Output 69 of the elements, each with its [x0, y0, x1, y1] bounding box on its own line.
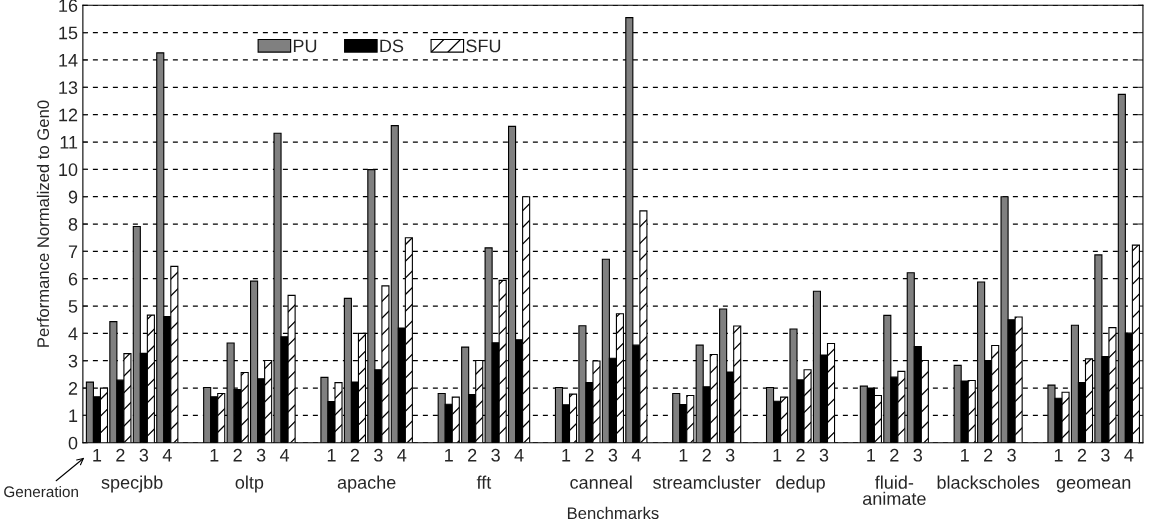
legend-label: SFU [466, 39, 501, 53]
y-tick-label: 13 [59, 81, 78, 95]
x-tick-label: 2 [116, 448, 125, 462]
x-tick-label: 4 [162, 448, 172, 462]
x-tick-label: 1 [961, 448, 969, 462]
x-tick-label: 3 [608, 448, 618, 462]
y-tick-label: 11 [60, 136, 78, 149]
x-tick-label: 4 [514, 448, 524, 462]
x-tick-label: 2 [233, 448, 242, 462]
text: Generation [4, 485, 78, 498]
x-tick-label: 4 [279, 448, 290, 462]
text: fft [476, 475, 492, 489]
y-tick-label: 16 [59, 0, 78, 13]
y-tick-label: 8 [68, 217, 78, 231]
y-tick-label: 15 [59, 26, 78, 40]
x-axis-title: Benchmarks [567, 506, 659, 520]
y-tick-label: 2 [68, 382, 78, 395]
x-tick-label: 1 [210, 448, 219, 462]
x-tick-label: 2 [702, 448, 711, 462]
x-tick-label: 3 [819, 448, 829, 462]
x-tick-label: 1 [867, 448, 876, 462]
x-tick-label: 3 [725, 448, 735, 462]
x-tick-label: 4 [1124, 448, 1134, 462]
y-tick-label: 3 [68, 354, 78, 368]
x-tick-label: 1 [679, 448, 688, 462]
x-tick-label: 3 [1007, 448, 1016, 462]
x-tick-label: 3 [913, 448, 923, 462]
text: apache [337, 475, 396, 493]
x-tick-label: 1 [445, 448, 453, 462]
x-tick-label: 1 [773, 448, 782, 462]
y-tick-label: 0 [68, 436, 78, 450]
x-tick-label: 2 [890, 448, 899, 462]
x-tick-label: 1 [562, 448, 571, 462]
text: specjbb [101, 475, 163, 493]
x-tick-label: 2 [585, 448, 594, 462]
y-tick-label: 1 [69, 409, 78, 422]
x-tick-label: 3 [374, 448, 383, 462]
y-tick-label: 4 [68, 327, 78, 340]
legend-label: DS [380, 39, 404, 53]
y-tick-label: 10 [59, 163, 78, 177]
text: geomean [1056, 478, 1131, 493]
y-tick-label: 14 [59, 54, 78, 67]
x-tick-label: 2 [350, 448, 360, 462]
text: oltp [235, 475, 264, 493]
text: canneal [570, 475, 632, 489]
x-tick-label: 1 [93, 448, 102, 462]
x-tick-label: 4 [631, 448, 641, 462]
x-tick-label: 3 [1101, 448, 1110, 462]
y-tick-label: 6 [68, 272, 78, 286]
x-tick-label: 2 [1077, 448, 1087, 462]
x-tick-label: 2 [796, 448, 805, 462]
x-tick-label: 3 [491, 448, 500, 462]
y-axis-title: Performance Normalized to Gen0 [36, 100, 50, 347]
y-tick-label: 5 [68, 300, 78, 313]
x-tick-label: 3 [256, 448, 266, 462]
x-tick-label: 3 [139, 448, 149, 462]
x-tick-label: 1 [1054, 448, 1063, 462]
text: fluid- animate [862, 475, 926, 506]
y-tick-label: 12 [59, 108, 78, 122]
x-tick-label: 2 [984, 448, 993, 462]
legend-label: PU [293, 39, 317, 53]
y-tick-label: 7 [68, 245, 78, 258]
x-tick-label: 1 [327, 448, 336, 462]
x-tick-label: 4 [397, 448, 407, 462]
x-tick-label: 2 [468, 448, 477, 462]
text: blackscholes [937, 475, 1040, 489]
text: dedup [776, 475, 825, 493]
text: streamcluster [653, 475, 761, 489]
y-tick-label: 9 [68, 190, 78, 204]
